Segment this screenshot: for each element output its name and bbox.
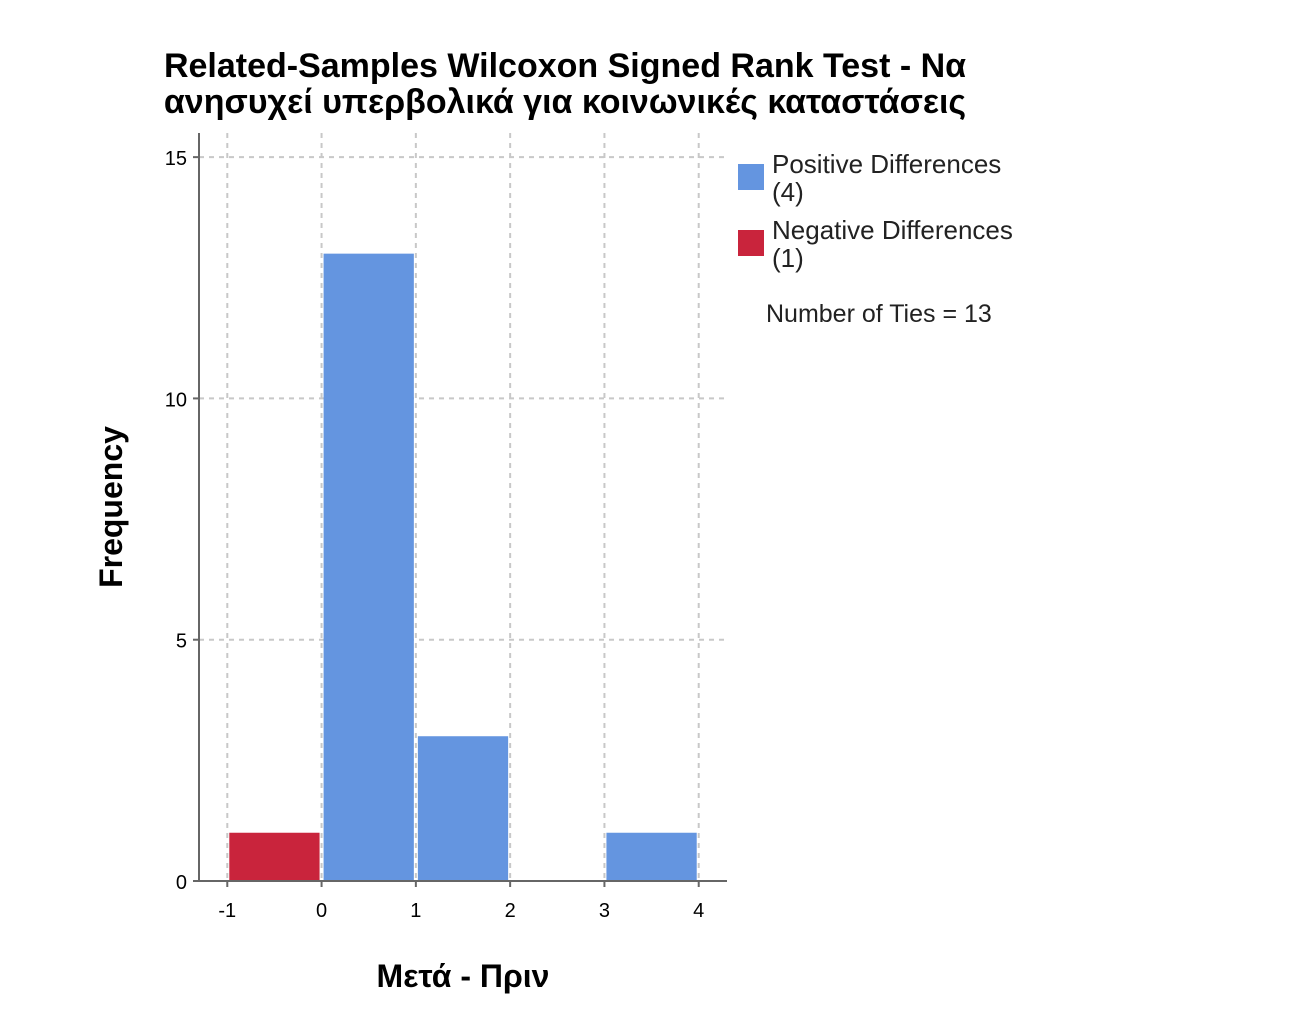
x-tick-label-0: 0 (316, 900, 327, 922)
legend-count-positive: (4) (772, 177, 804, 207)
y-tick-label-5: 5 (176, 631, 187, 653)
x-tick-label-1: 1 (410, 900, 421, 922)
bar-1 (323, 253, 414, 882)
chart-title-line2: ανησυχεί υπερβολικά για κοινωνικές κατασ… (163, 83, 967, 121)
legend-item-negative: Negative Differences (1) (738, 216, 1058, 272)
chart-title-line1: Related-Samples Wilcoxon Signed Rank Tes… (163, 47, 967, 85)
legend-label-positive: Positive Differences (772, 149, 1002, 179)
bar-2 (417, 736, 509, 881)
ties-count: Number of Ties = 13 (766, 300, 992, 328)
x-tick-label-4: 4 (693, 900, 704, 922)
legend-count-negative: (1) (772, 243, 804, 273)
y-tick-label-10: 10 (165, 389, 187, 411)
x-tick-label-3: 3 (599, 900, 610, 922)
x-axis-title: Μετά - Πριν (377, 958, 550, 994)
bar-4 (606, 832, 697, 881)
legend: Positive Differences (4) Negative Differ… (738, 150, 1058, 329)
legend-swatch-positive (738, 164, 764, 190)
chart-title: Related-Samples Wilcoxon Signed Rank Tes… (100, 48, 1030, 120)
bar-0 (229, 832, 320, 881)
x-tick-label--1: -1 (218, 900, 236, 922)
y-tick-label-15: 15 (165, 148, 187, 170)
legend-label-negative: Negative Differences (772, 215, 1013, 245)
y-axis-title: Frequency (93, 426, 129, 588)
legend-item-positive: Positive Differences (4) (738, 150, 1058, 206)
legend-swatch-negative (738, 230, 764, 256)
x-tick-label-2: 2 (505, 900, 516, 922)
y-tick-label-0: 0 (176, 872, 187, 894)
